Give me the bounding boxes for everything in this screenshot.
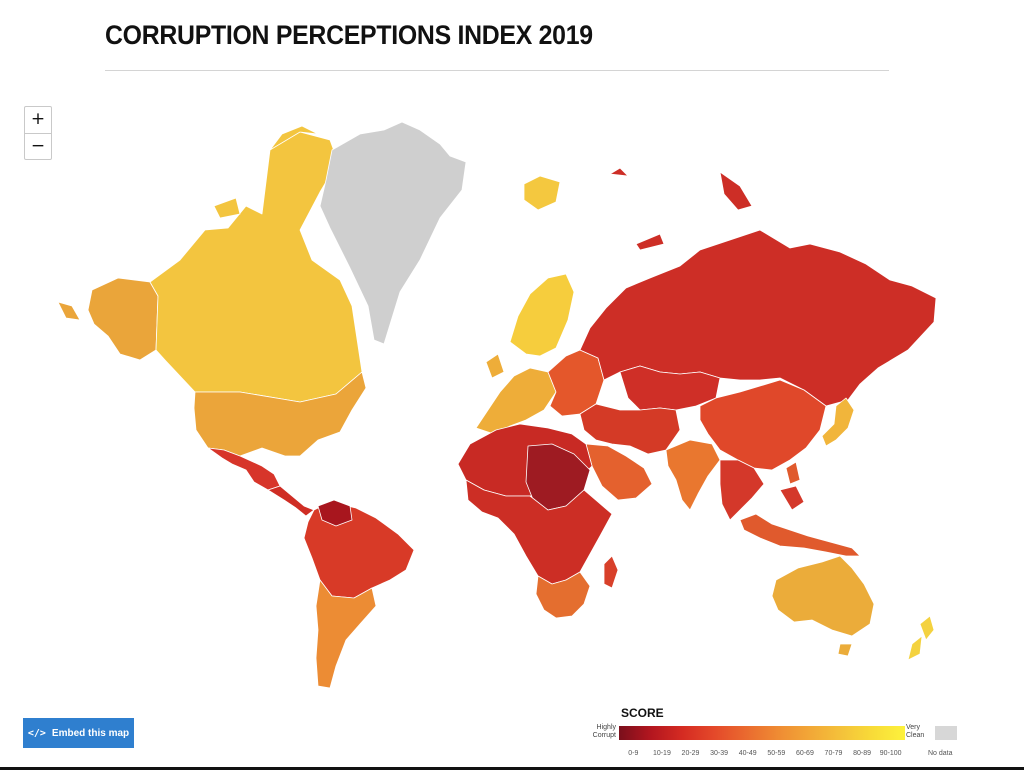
region-venezuela[interactable] [317, 499, 353, 527]
zoom-in-button[interactable]: + [25, 107, 51, 134]
score-legend: SCORE Highly Corrupt Very Clean 0-9 10-19… [588, 706, 968, 766]
region-new-zealand[interactable] [907, 615, 935, 661]
embed-map-label: Embed this map [51, 727, 130, 739]
zoom-control: + − [24, 106, 52, 160]
region-southern-cone[interactable] [315, 579, 377, 689]
legend-tick-50-59: 50-59 [767, 750, 786, 757]
region-middle-east[interactable] [579, 403, 681, 455]
legend-tick-10-19: 10-19 [652, 750, 671, 757]
region-russia[interactable] [579, 167, 937, 407]
legend-tick-20-29: 20-29 [681, 750, 700, 757]
region-greenland[interactable] [319, 121, 467, 345]
legend-high-label-line1: Very [906, 724, 921, 731]
region-scandinavia[interactable] [509, 273, 575, 357]
code-icon: </> [27, 727, 46, 739]
legend-tick-80-89: 80-89 [853, 750, 872, 757]
region-australia[interactable] [771, 555, 875, 657]
embed-map-button[interactable]: </> Embed this map [23, 718, 134, 748]
region-africa-south[interactable] [465, 479, 613, 585]
bottom-border [0, 767, 1024, 770]
legend-gradient [619, 726, 905, 740]
legend-tick-labels: 0-9 10-19 20-29 30-39 40-49 50-59 60-69 70-79 80… [619, 750, 905, 760]
region-madagascar[interactable] [603, 555, 619, 589]
legend-tick-90-100: 90-100 [879, 750, 902, 757]
legend-tick-0-9: 0-9 [628, 750, 639, 757]
legend-high-label: Very Clean [906, 724, 924, 740]
legend-tick-60-69: 60-69 [795, 750, 814, 757]
zoom-out-button[interactable]: − [30, 136, 46, 156]
page-title: CORRUPTION PERCEPTIONS INDEX 2019 [105, 20, 593, 50]
legend-low-label-line1: Highly [596, 724, 616, 731]
legend-tick-30-39: 30-39 [710, 750, 729, 757]
region-iceland[interactable] [523, 175, 561, 211]
region-canada[interactable] [149, 125, 363, 403]
title-divider [105, 70, 889, 71]
region-southeast-asia[interactable] [719, 459, 805, 521]
region-arabia[interactable] [585, 443, 653, 501]
region-china[interactable] [699, 379, 827, 471]
world-map[interactable] [0, 110, 1024, 700]
legend-color-scale [619, 726, 905, 740]
region-alaska[interactable] [57, 277, 159, 361]
region-south-america-north[interactable] [303, 501, 415, 599]
region-central-america[interactable] [267, 485, 315, 517]
legend-low-label-line2: Corrupt [592, 732, 616, 739]
region-japan[interactable] [821, 397, 855, 447]
region-indonesia[interactable] [739, 461, 861, 557]
legend-tick-70-79: 70-79 [824, 750, 843, 757]
legend-low-label: Highly Corrupt [588, 724, 616, 740]
region-usa[interactable] [193, 371, 367, 457]
region-western-europe[interactable] [475, 353, 557, 435]
legend-title: SCORE [621, 706, 664, 720]
region-southern-africa[interactable] [535, 571, 591, 619]
legend-high-label-line2: Clean [906, 732, 925, 739]
legend-tick-40-49: 40-49 [738, 750, 757, 757]
legend-no-data-swatch [935, 726, 957, 740]
legend-no-data-label: No data [928, 750, 953, 757]
region-india[interactable] [665, 439, 721, 511]
